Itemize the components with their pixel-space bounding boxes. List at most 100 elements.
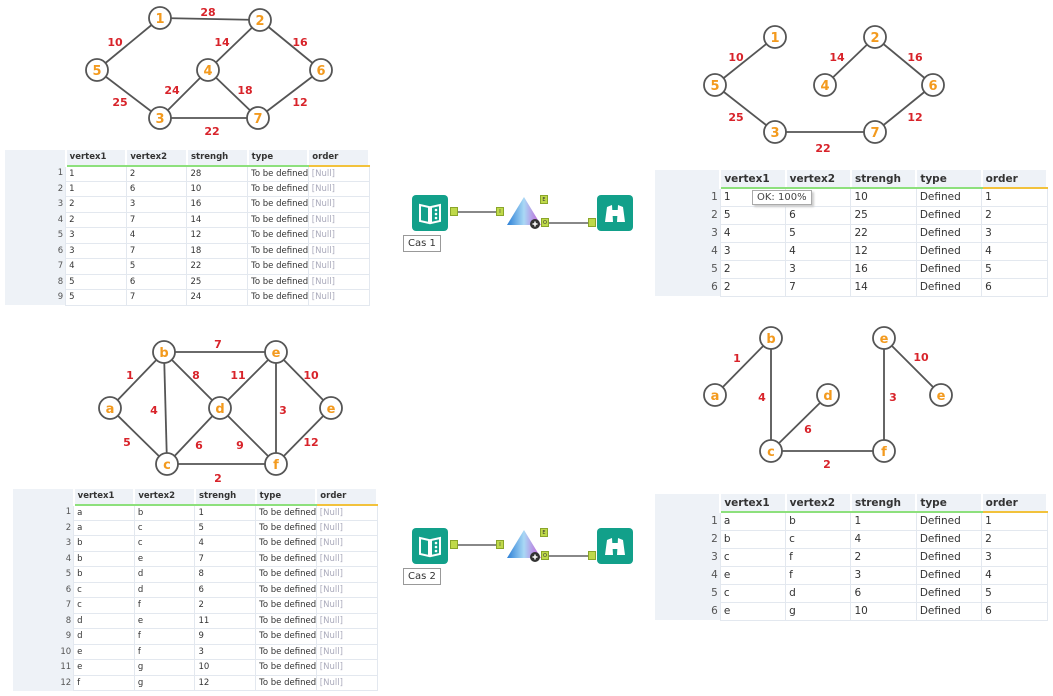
column-header-order[interactable]: order [981, 170, 1049, 189]
table-cell-order[interactable]: [Null] [315, 581, 378, 598]
table-row[interactable]: 1 a b 1 To be defined [Null] [13, 504, 378, 521]
table-cell-strengh[interactable]: 10 [194, 659, 257, 676]
table-cell-type[interactable]: To be defined [247, 180, 309, 197]
table-cell-type[interactable]: Defined [915, 223, 983, 243]
table-cell-order[interactable]: [Null] [307, 180, 370, 197]
table-cell-order[interactable]: [Null] [315, 535, 378, 552]
table-row[interactable]: 1 a b 1 Defined 1 [655, 511, 1048, 531]
table-cell-order[interactable]: 4 [981, 565, 1048, 585]
table-cell-type[interactable]: To be defined [255, 535, 317, 552]
table-row[interactable]: 5 3 4 12 To be defined [Null] [5, 227, 370, 244]
workflow-label[interactable]: Cas 1 [403, 235, 441, 252]
table-cell-type[interactable]: To be defined [255, 674, 317, 691]
table-cell-strengh[interactable]: 8 [194, 566, 257, 583]
table-cell-order[interactable]: [Null] [307, 289, 370, 306]
table-cell-vertex1[interactable]: 1 [65, 165, 127, 182]
table-cell-vertex1[interactable]: 3 [65, 242, 127, 259]
table-cell-type[interactable]: To be defined [255, 504, 317, 521]
table-cell-order[interactable]: [Null] [315, 643, 378, 660]
table-cell-vertex2[interactable]: 6 [785, 205, 852, 225]
table-row[interactable]: 3 b c 4 To be defined [Null] [13, 535, 378, 552]
browse-tool[interactable] [597, 528, 633, 564]
table-cell-vertex1[interactable]: b [73, 550, 135, 567]
input-anchor[interactable]: I [496, 540, 504, 549]
table-cell-order[interactable]: [Null] [307, 196, 370, 213]
column-header-vertex1[interactable]: vertex1 [65, 150, 128, 167]
table-cell-strengh[interactable]: 25 [850, 205, 917, 225]
table-cell-strengh[interactable]: 12 [186, 227, 249, 244]
input-anchor[interactable] [588, 551, 596, 560]
browse-tool[interactable] [597, 195, 633, 231]
table-cell-type[interactable]: Defined [915, 259, 983, 279]
table-cell-vertex1[interactable]: 4 [65, 258, 127, 275]
table-cell-type[interactable]: To be defined [255, 612, 317, 629]
table-cell-strengh[interactable]: 9 [194, 628, 257, 645]
table-cell-type[interactable]: To be defined [247, 227, 309, 244]
table-cell-type[interactable]: To be defined [255, 597, 317, 614]
table-cell-vertex2[interactable]: f [133, 643, 196, 660]
table-cell-order[interactable]: 3 [981, 223, 1048, 243]
column-header-strengh[interactable]: strengh [194, 489, 257, 506]
table-cell-vertex1[interactable]: a [719, 511, 787, 531]
prism-tool-icon[interactable] [505, 528, 543, 562]
table-cell-vertex2[interactable]: e [133, 612, 196, 629]
table-cell-order[interactable]: 5 [981, 583, 1048, 603]
table-cell-vertex1[interactable]: 5 [65, 273, 127, 290]
table-cell-order[interactable]: [Null] [315, 550, 378, 567]
table-cell-vertex2[interactable]: 5 [785, 223, 852, 243]
table-cell-strengh[interactable]: 25 [186, 273, 249, 290]
table-cell-order[interactable]: [Null] [307, 211, 370, 228]
table-cell-strengh[interactable]: 3 [194, 643, 257, 660]
table-cell-type[interactable]: To be defined [255, 659, 317, 676]
table-cell-vertex2[interactable]: f [785, 565, 852, 585]
column-header-type[interactable]: type [255, 489, 318, 506]
table-cell-type[interactable]: To be defined [247, 289, 309, 306]
table-cell-vertex1[interactable]: f [73, 674, 135, 691]
table-cell-type[interactable]: To be defined [247, 242, 309, 259]
input-anchor[interactable]: I [496, 207, 504, 216]
table-cell-vertex1[interactable]: a [73, 504, 135, 521]
table-cell-strengh[interactable]: 5 [194, 519, 257, 536]
table-row[interactable]: 9 5 7 24 To be defined [Null] [5, 289, 370, 306]
extra-anchor[interactable]: E [540, 528, 548, 537]
table-cell-order[interactable]: 2 [981, 529, 1048, 549]
table-row[interactable]: 1 1 2 28 To be defined [Null] [5, 165, 370, 182]
table-cell-order[interactable]: [Null] [307, 242, 370, 259]
table-row[interactable]: 6 c d 6 To be defined [Null] [13, 581, 378, 598]
table-row[interactable]: 4 2 7 14 To be defined [Null] [5, 211, 370, 228]
table-cell-type[interactable]: To be defined [247, 196, 309, 213]
table-row[interactable]: 5 2 3 16 Defined 5 [655, 259, 1048, 279]
table-cell-vertex1[interactable]: 3 [65, 227, 127, 244]
table-row[interactable]: 3 4 5 22 Defined 3 [655, 223, 1048, 243]
table-cell-vertex1[interactable]: 1 [65, 180, 127, 197]
table-row[interactable]: 2 b c 4 Defined 2 [655, 529, 1048, 549]
table-cell-type[interactable]: To be defined [247, 273, 309, 290]
table-cell-strengh[interactable]: 28 [186, 165, 249, 182]
table-cell-order[interactable]: [Null] [315, 628, 378, 645]
table-cell-strengh[interactable]: 12 [850, 241, 917, 261]
table-row[interactable]: 7 4 5 22 To be defined [Null] [5, 258, 370, 275]
table-cell-vertex2[interactable]: 6 [125, 180, 188, 197]
table-row[interactable]: 4 b e 7 To be defined [Null] [13, 550, 378, 567]
table-row[interactable]: 2 1 6 10 To be defined [Null] [5, 180, 370, 197]
column-header-type[interactable]: type [916, 170, 983, 189]
table-cell-strengh[interactable]: 16 [186, 196, 249, 213]
table-cell-type[interactable]: To be defined [255, 519, 317, 536]
table-cell-vertex1[interactable]: 3 [719, 241, 787, 261]
table-cell-vertex1[interactable]: c [73, 597, 135, 614]
column-header-strengh[interactable]: strengh [186, 150, 249, 167]
column-header-vertex1[interactable]: vertex1 [720, 494, 787, 513]
table-cell-order[interactable]: [Null] [315, 659, 378, 676]
table-cell-vertex1[interactable]: 2 [719, 277, 787, 297]
table-cell-order[interactable]: [Null] [307, 227, 370, 244]
table-cell-type[interactable]: Defined [915, 583, 983, 603]
table-cell-strengh[interactable]: 12 [194, 674, 257, 691]
column-header-vertex2[interactable]: vertex2 [785, 494, 852, 513]
table-row[interactable]: 12 f g 12 To be defined [Null] [13, 674, 378, 691]
table-cell-strengh[interactable]: 14 [186, 211, 249, 228]
table-cell-order[interactable]: [Null] [315, 504, 378, 521]
table-cell-vertex2[interactable]: d [133, 581, 196, 598]
table-row[interactable]: 9 d f 9 To be defined [Null] [13, 628, 378, 645]
table-row[interactable]: 10 e f 3 To be defined [Null] [13, 643, 378, 660]
table-cell-type[interactable]: Defined [915, 277, 983, 297]
